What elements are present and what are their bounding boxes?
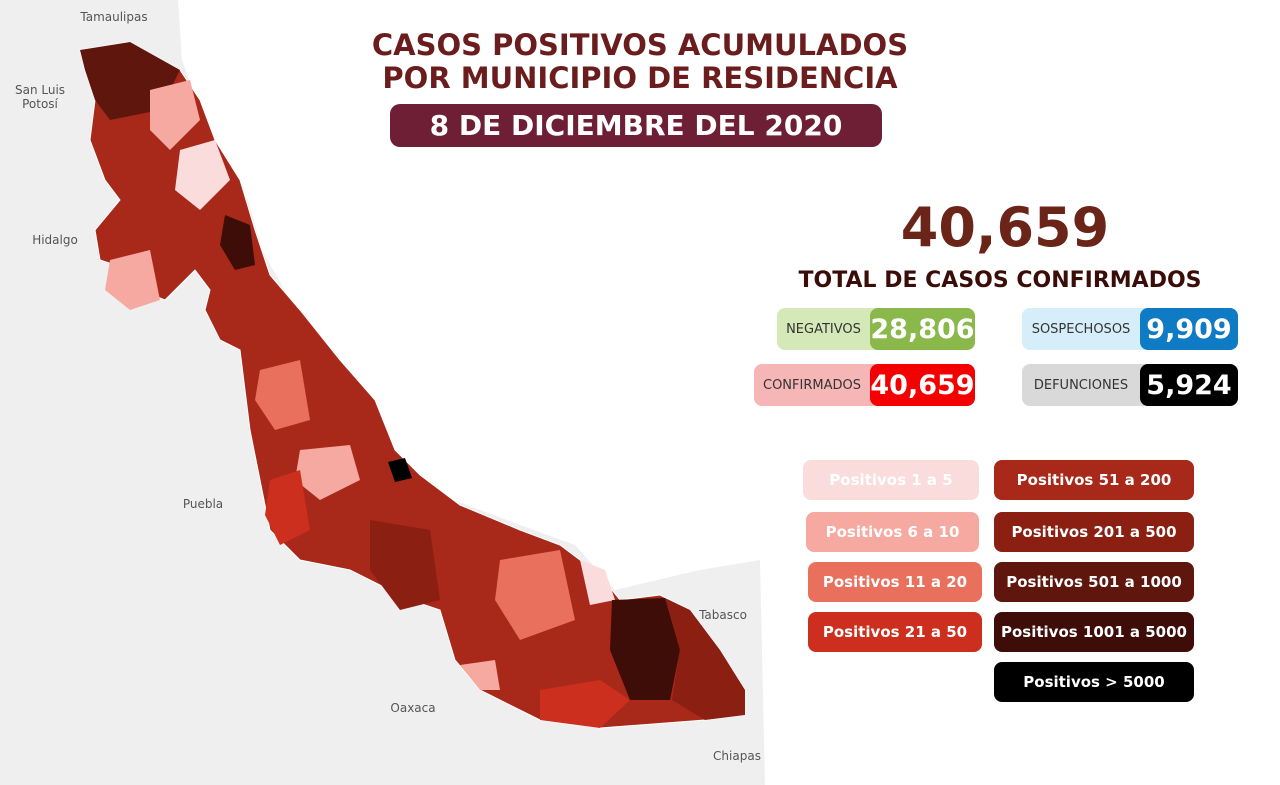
stat-label: DEFUNCIONES [1033,377,1129,393]
title: CASOS POSITIVOS ACUMULADOS [371,28,909,62]
stat-value: 40,659 [870,364,975,406]
region [495,550,575,640]
stat-value: 5,924 [1140,364,1238,406]
state-label: Oaxaca [390,701,436,715]
title: POR MUNICIPIO DE RESIDENCIA [382,61,898,95]
state-label: Chiapas [713,749,761,763]
stat-label: NEGATIVOS [786,321,861,337]
region [460,660,500,690]
stat-label: CONFIRMADOS [763,377,861,393]
region [370,520,440,610]
state-label: Puebla [182,497,224,511]
region [580,560,615,605]
legend-item: Positivos 6 a 10 [806,512,979,552]
stat: NEGATIVOS 28,806 [777,308,975,350]
region [295,445,360,500]
legend-item: Positivos 1 a 5 [803,460,979,500]
stat: CONFIRMADOS 40,659 [754,364,975,406]
region [220,215,255,270]
legend-item: Positivos 201 a 500 [994,512,1194,552]
legend-item: Positivos 11 a 20 [808,562,982,602]
legend-item: Positivos > 5000 [994,662,1194,702]
total: 40,659 [900,196,1110,259]
stat: SOSPECHOSOS 9,909 [1022,308,1238,350]
total-label: TOTAL DE CASOS CONFIRMADOS [798,268,1202,293]
region [255,360,310,430]
legend-item: Positivos 21 a 50 [808,612,982,652]
stat: DEFUNCIONES 5,924 [1022,364,1238,406]
region [388,458,412,482]
map [0,0,765,785]
legend-item: Positivos 501 a 1000 [994,562,1194,602]
region [265,470,310,545]
stat-value: 9,909 [1140,308,1238,350]
stat-label: SOSPECHOSOS [1031,321,1131,337]
state-label: Hidalgo [32,233,78,247]
region [610,598,680,700]
state-label: San Luis Potosí [14,83,66,111]
region [175,140,230,210]
region [150,80,200,150]
region [105,250,160,310]
state-label: Tabasco [699,608,747,622]
stat-value: 28,806 [870,308,975,350]
legend-item: Positivos 51 a 200 [994,460,1194,500]
state-label: Tamaulipas [80,10,148,24]
date: 8 DE DICIEMBRE DEL 2020 [390,104,882,147]
region [665,598,745,720]
legend-item: Positivos 1001 a 5000 [994,612,1194,652]
region [540,680,630,728]
